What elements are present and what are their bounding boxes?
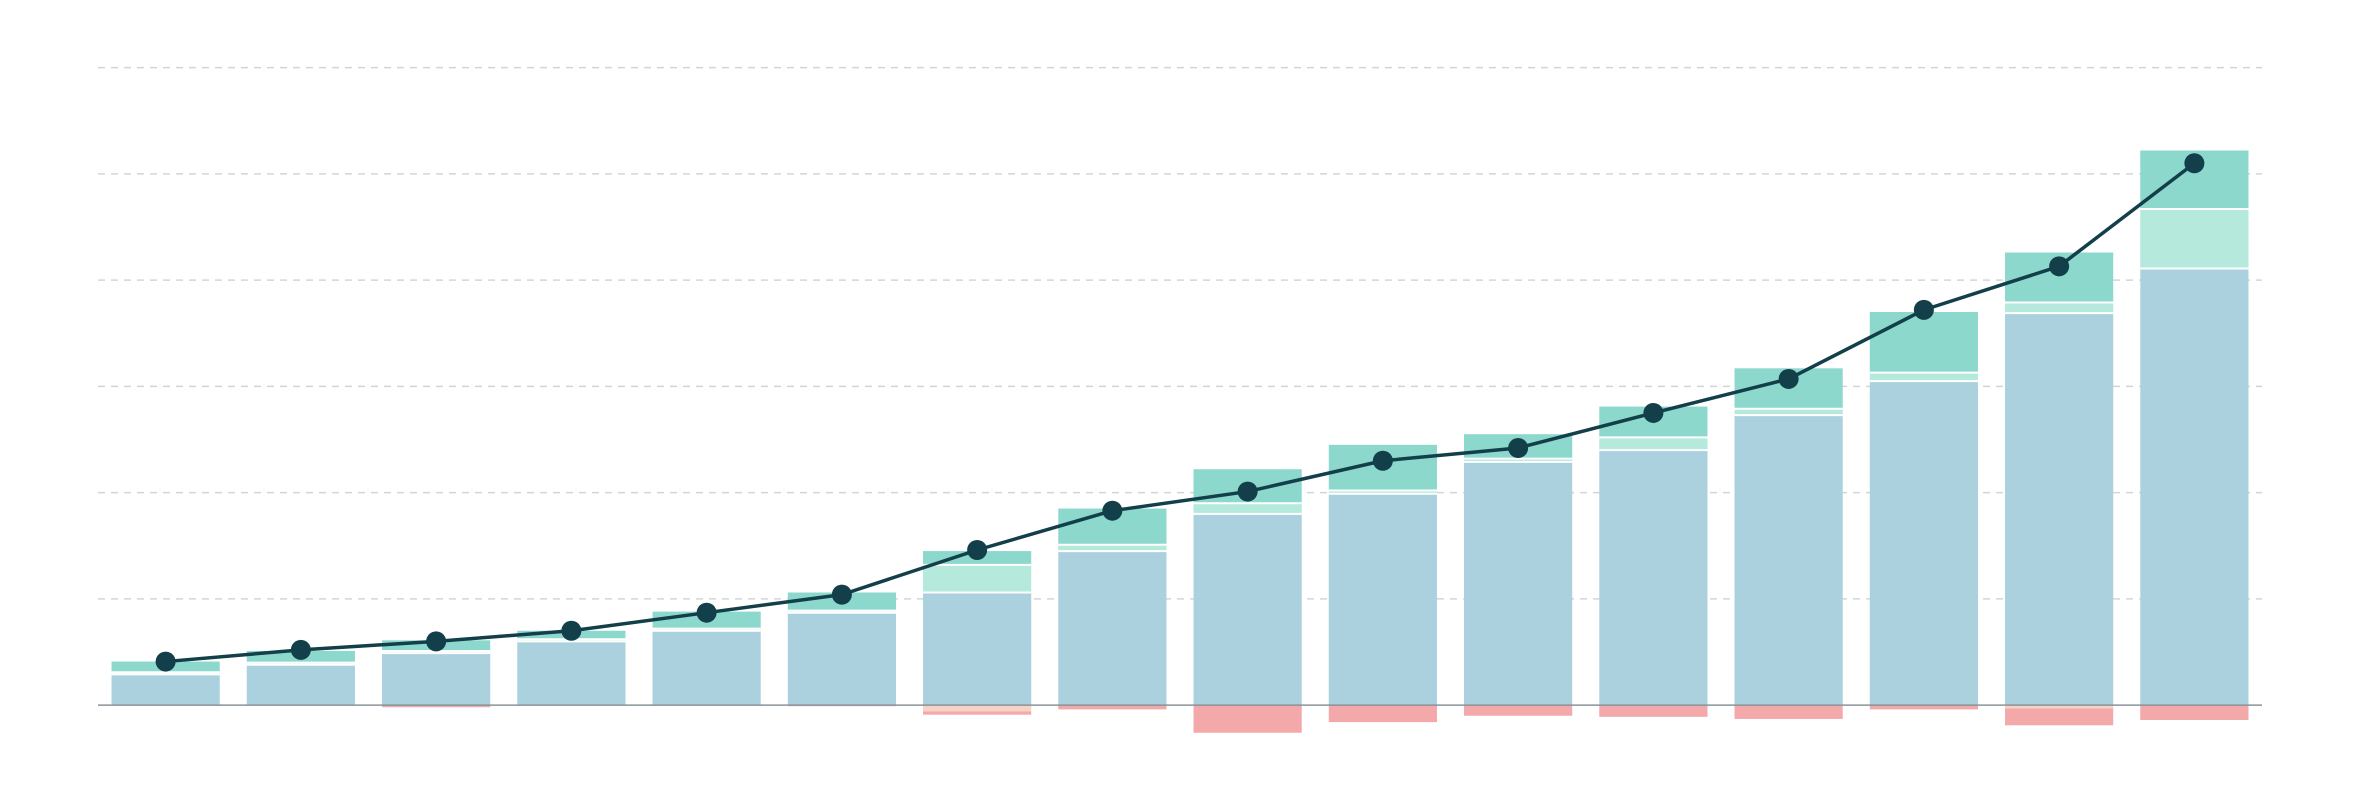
bar-segment-red <box>382 705 491 708</box>
bar-segment-base <box>787 612 896 706</box>
bar-segment-base <box>382 653 491 706</box>
bar-segment-red <box>1058 705 1167 710</box>
total-point <box>967 540 988 560</box>
bar-segment-peach <box>2005 705 2114 709</box>
total-point <box>1913 299 1934 320</box>
bar-segment-red <box>2140 705 2249 720</box>
bar-segment-base <box>1328 493 1437 706</box>
bar-segment-light <box>1599 437 1708 451</box>
bar-segment-light <box>1193 503 1302 514</box>
bar-segment-red <box>1464 705 1573 716</box>
total-line-series <box>165 161 2196 664</box>
total-line <box>165 161 2196 664</box>
bar-segment-red <box>1193 705 1302 733</box>
bar-segment-light <box>246 662 355 665</box>
bar-segment-light <box>1464 458 1573 462</box>
bar-segment-base <box>1599 450 1708 706</box>
total-point <box>696 602 717 623</box>
total-point <box>1372 450 1393 471</box>
total-point <box>1508 438 1529 458</box>
bar-segment-red <box>1869 705 1978 710</box>
bar-segment-base <box>111 674 220 706</box>
total-point <box>561 620 582 641</box>
bar-segment-base <box>1869 381 1978 706</box>
bar-segment-base <box>2140 268 2249 706</box>
bar-segment-base <box>246 664 355 706</box>
total-point <box>155 651 176 672</box>
total-point <box>1237 481 1258 502</box>
bar-segment-light <box>2140 208 2249 269</box>
total-points <box>155 153 2205 672</box>
bar-segment-light <box>652 628 761 631</box>
bar-segment-light <box>382 650 491 654</box>
bar-segment-light <box>1058 544 1167 552</box>
bar-segment-red <box>923 711 1032 715</box>
total-point <box>426 631 447 652</box>
bar-segment-red <box>1599 705 1708 717</box>
gridlines <box>98 66 2262 600</box>
bar-segment-red <box>1734 705 1843 719</box>
bar-segment-light <box>1328 490 1437 494</box>
bar-segment-light <box>787 610 896 613</box>
bar-segment-base <box>652 630 761 706</box>
bar-segment-base <box>923 592 1032 706</box>
bar-segment-light <box>111 672 220 675</box>
total-point <box>1778 368 1799 389</box>
bar-segment-light <box>923 564 1032 593</box>
bar-segment-red <box>1328 705 1437 723</box>
bar-segment-base <box>1734 415 1843 706</box>
bar-segment-base <box>1464 461 1573 706</box>
total-point <box>1643 402 1664 423</box>
bar-segment-light <box>2005 302 2114 314</box>
bar-segment-base <box>1193 513 1302 706</box>
total-point <box>1102 500 1123 521</box>
bar-segment-peach <box>923 705 1032 712</box>
bar-segment-teal <box>1869 312 1978 373</box>
bar-segment-base <box>2005 313 2114 706</box>
bar-segment-light <box>1869 372 1978 382</box>
bar-segment-base <box>1058 551 1167 706</box>
total-point <box>290 639 311 660</box>
total-point <box>2049 256 2070 277</box>
total-point <box>831 584 852 605</box>
bar-segment-light <box>1734 408 1843 416</box>
bar-segment-base <box>517 641 626 706</box>
total-point <box>2184 153 2205 174</box>
bar-segment-red <box>2005 708 2114 726</box>
